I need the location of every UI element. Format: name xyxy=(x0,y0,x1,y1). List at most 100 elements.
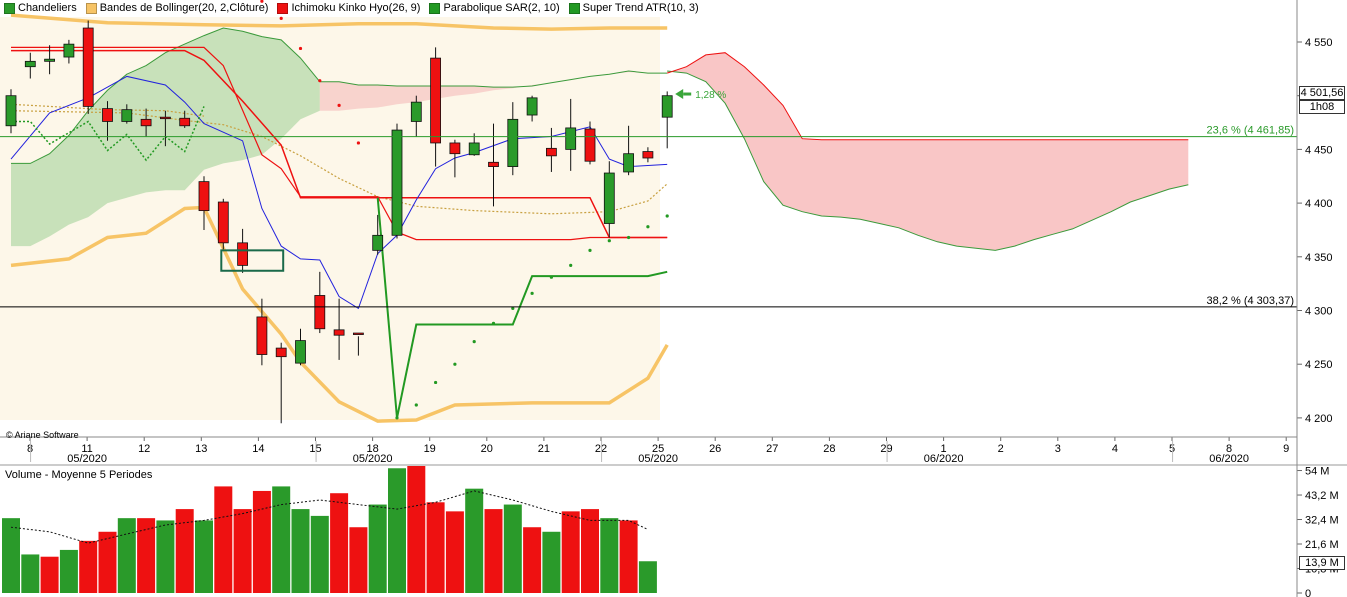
x-tick-label: 8 xyxy=(1226,443,1232,455)
x-month-label: 05/2020 xyxy=(67,453,107,465)
legend-item[interactable]: Super Trend ATR(10, 3) xyxy=(568,2,699,14)
candle-body xyxy=(140,118,152,127)
volume-bar xyxy=(561,511,580,593)
legend-item[interactable]: Ichimoku Kinko Hyo(26, 9) xyxy=(277,2,420,14)
lagging-dotted-line xyxy=(11,106,205,162)
candle-body xyxy=(217,201,229,244)
volume-bar xyxy=(156,520,175,593)
legend-item[interactable]: Bandes de Bollinger(20, 2,Clôture) xyxy=(85,2,269,14)
candle-body xyxy=(198,181,210,212)
pattern-highlight-box xyxy=(220,249,285,272)
x-tick-label: 13 xyxy=(195,443,207,455)
psar-dot xyxy=(588,248,592,252)
parabolic-sar-dots: 1,28 % xyxy=(260,0,726,420)
x-month-label: 05/2020 xyxy=(353,453,393,465)
legend-label: Parabolique SAR(2, 10) xyxy=(443,2,560,14)
volume-bar xyxy=(252,490,271,593)
x-tick-label: 3 xyxy=(1055,443,1061,455)
x-tick-label: 21 xyxy=(538,443,550,455)
legend-swatch xyxy=(568,2,580,14)
volume-bar xyxy=(388,468,406,593)
x-tick-label: 18 xyxy=(366,443,378,455)
x-tick-label: 26 xyxy=(709,443,721,455)
volume-bar xyxy=(2,518,20,593)
change-label: 1,28 % xyxy=(695,90,726,101)
bollinger-upper-line xyxy=(10,13,668,31)
cloud-area xyxy=(319,71,668,111)
psar-dot xyxy=(395,416,399,420)
psar-dot xyxy=(356,141,360,145)
volume-title: Volume - Moyenne 5 Periodes xyxy=(5,469,153,481)
legend-item[interactable]: Chandeliers xyxy=(4,2,77,14)
psar-dot xyxy=(665,214,669,218)
x-tick-label: 27 xyxy=(766,443,778,455)
candle-body xyxy=(430,57,442,144)
x-tick-label: 22 xyxy=(595,443,607,455)
volume-bar xyxy=(310,515,329,593)
candle-body xyxy=(256,316,268,355)
psar-dot xyxy=(627,235,631,240)
legend-label: Bandes de Bollinger(20, 2,Clôture) xyxy=(99,2,269,14)
price-tag: 4 501,56 xyxy=(1299,86,1345,100)
candle-body xyxy=(5,95,17,127)
candle-body xyxy=(295,340,306,364)
candle-body xyxy=(352,332,364,335)
future-span-b xyxy=(667,52,1189,141)
date-x-axis: 8 11 12 13 14 15 18 19 20 21 22 25 26 27 28 29 1 2 3 4 5 8 905… xyxy=(27,437,1289,465)
volume-bar xyxy=(465,488,484,593)
y-tick-label: 4 250 xyxy=(1305,359,1333,371)
x-tick-label: 8 xyxy=(27,443,33,455)
volume-bar xyxy=(98,531,117,593)
candle-body xyxy=(372,234,384,251)
legend-swatch xyxy=(429,2,441,14)
legend-item[interactable]: Parabolique SAR(2, 10) xyxy=(429,2,560,14)
volume-bar xyxy=(581,509,599,593)
candle-body xyxy=(179,117,191,127)
psar-dot xyxy=(530,291,534,295)
volume-bar xyxy=(619,520,638,593)
x-tick-label: 9 xyxy=(1283,443,1289,455)
candle-body xyxy=(314,295,326,330)
candle-body xyxy=(565,127,577,150)
volume-bar xyxy=(233,509,252,593)
fibonacci-levels: 23,6 % (4 461,85) 38,2 % (4 303,37) xyxy=(0,125,1297,308)
x-month-label: 05/2020 xyxy=(638,453,678,465)
volume-bar xyxy=(291,509,310,593)
volume-last-tag: 13,9 M xyxy=(1299,556,1345,570)
copyright-label: © Ariane Software xyxy=(6,430,79,440)
volume-bar xyxy=(21,554,40,593)
volume-bar xyxy=(272,486,291,593)
y-tick-label: 4 350 xyxy=(1305,252,1333,264)
cloud-span-a xyxy=(11,27,321,164)
candle-body xyxy=(623,153,634,173)
psar-dot xyxy=(414,403,418,407)
candle-body xyxy=(333,329,345,336)
candle-body xyxy=(237,242,249,266)
candle-body xyxy=(24,60,36,68)
vol-tick-label: 32,4 M xyxy=(1305,515,1339,527)
candle-body xyxy=(391,129,403,236)
psar-dot xyxy=(318,79,322,83)
volume-bar xyxy=(368,504,387,593)
y-tick-label: 4 200 xyxy=(1305,413,1333,425)
vol-tick-label: 0 xyxy=(1305,588,1311,597)
psar-dot xyxy=(337,103,341,107)
volume-y-axis: 54 M43,2 M32,4 M21,6 M10,8 M0 xyxy=(1297,466,1339,597)
x-tick-label: 12 xyxy=(138,443,150,455)
future-cloud-area xyxy=(667,52,1189,251)
fib-level-label: 23,6 % (4 461,85) xyxy=(1207,125,1294,137)
x-tick-label: 4 xyxy=(1112,443,1118,455)
bollinger-background xyxy=(0,17,660,420)
candle-body xyxy=(526,97,538,116)
psar-dot xyxy=(511,306,515,310)
legend: Chandeliers Bandes de Bollinger(20, 2,Clô… xyxy=(4,2,699,14)
y-tick-label: 4 400 xyxy=(1305,198,1333,210)
x-tick-label: 25 xyxy=(652,443,664,455)
candle-body xyxy=(159,116,171,120)
x-tick-label: 14 xyxy=(252,443,264,455)
volume-moving-average xyxy=(10,490,649,544)
psar-dot xyxy=(260,0,264,3)
volume-bar xyxy=(79,540,98,593)
cloud-span-a xyxy=(319,70,668,88)
